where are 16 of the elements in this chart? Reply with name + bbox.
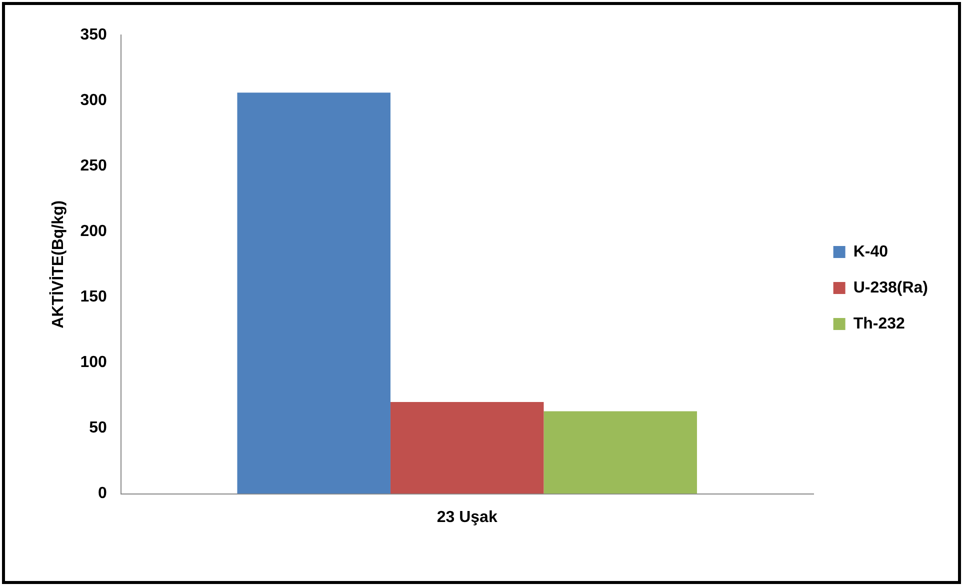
y-tick-label: 250 [80,157,107,174]
y-tick-label: 300 [80,92,107,109]
legend-label: K-40 [853,243,888,260]
y-tick-label: 0 [98,485,107,502]
bar [390,402,544,494]
bar [544,411,697,494]
y-tick-label: 200 [80,223,107,240]
y-tick-label: 100 [80,354,107,372]
y-tick-label: 350 [80,26,107,44]
y-tick-label: 50 [89,420,107,437]
x-tick-label: 23 Uşak [436,508,498,526]
y-tick-label: 150 [80,288,107,306]
legend-label: Th-232 [853,315,905,332]
legend-label: U-238(Ra) [853,279,928,296]
bar [237,92,390,494]
y-axis-title: AKTİVİTE(Bq/kg) [49,200,68,328]
